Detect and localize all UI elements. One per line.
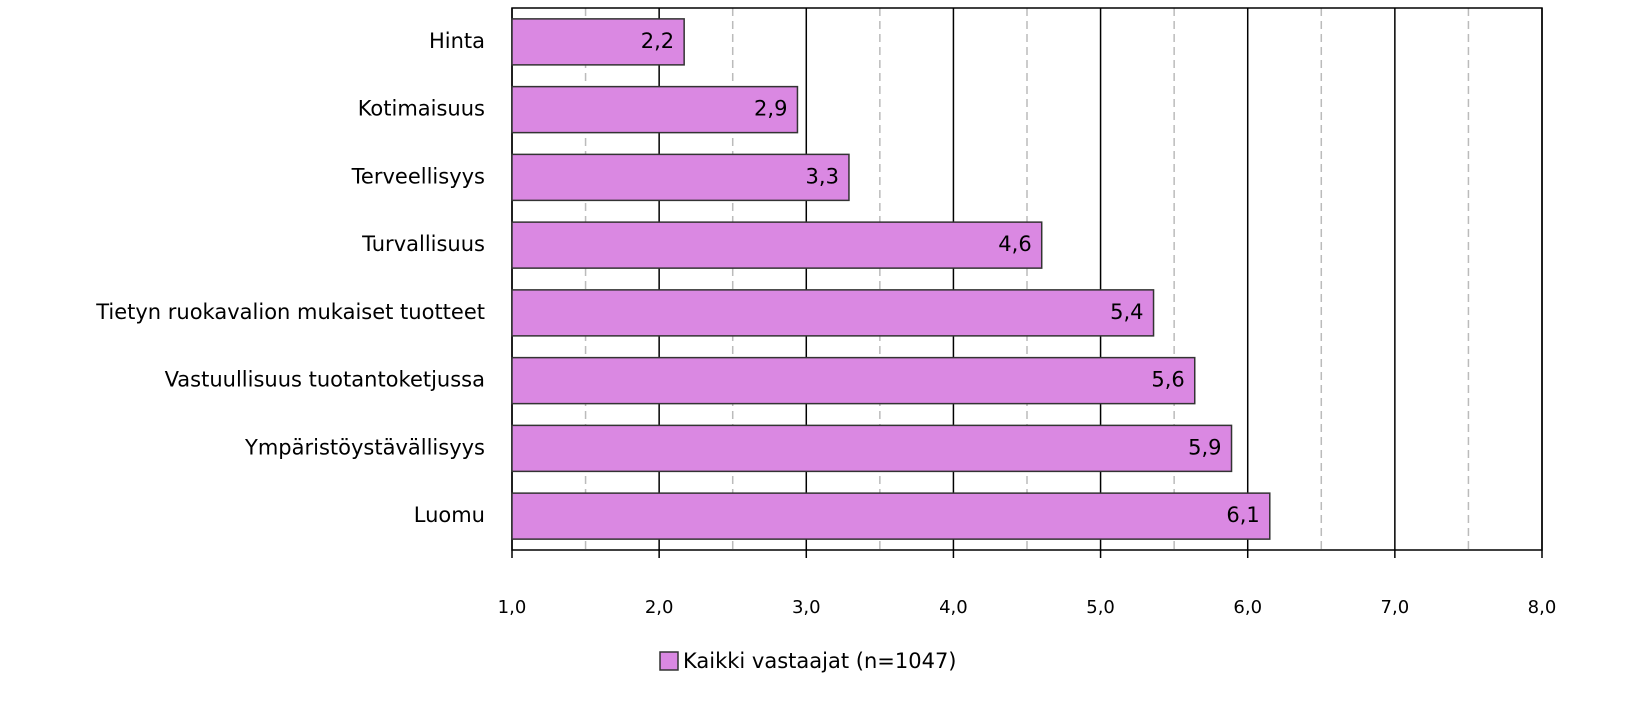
bar: [511, 85, 799, 134]
legend-label: Kaikki vastaajat (n=1047): [683, 649, 957, 673]
value-label: 2,9: [754, 97, 787, 121]
value-label: 5,6: [1151, 368, 1184, 392]
y-tick-label: Ympäristöystävällisyys: [244, 435, 485, 459]
x-tick-label: 6,0: [1233, 597, 1262, 618]
bar: [511, 424, 1233, 473]
x-tick-label: 7,0: [1381, 597, 1410, 618]
y-tick-label: Luomu: [414, 503, 485, 527]
y-tick-label: Kotimaisuus: [358, 97, 485, 121]
y-tick-label: Tietyn ruokavalion mukaiset tuotteet: [95, 300, 485, 324]
x-tick-label: 5,0: [1086, 597, 1115, 618]
x-tick-label: 8,0: [1528, 597, 1557, 618]
x-tick-label: 2,0: [645, 597, 674, 618]
value-label: 2,2: [641, 29, 674, 53]
y-tick-label: Vastuullisuus tuotantoketjussa: [165, 368, 485, 392]
bar: [511, 289, 1155, 337]
value-label: 5,4: [1110, 300, 1143, 324]
value-label: 4,6: [998, 232, 1031, 256]
bar: [511, 492, 1271, 540]
legend-swatch: [659, 651, 679, 671]
value-label: 5,9: [1188, 435, 1221, 459]
x-tick-label: 3,0: [792, 597, 821, 618]
y-tick-label: Hinta: [429, 29, 485, 53]
bar: [511, 221, 1043, 269]
plot-frame: [511, 7, 1543, 551]
x-tick-label: 4,0: [939, 597, 968, 618]
y-tick-label: Turvallisuus: [361, 232, 485, 256]
bar: [511, 356, 1196, 405]
x-tick-label: 1,0: [498, 597, 527, 618]
bar: [511, 153, 850, 202]
y-tick-label: Terveellisyys: [351, 164, 485, 188]
value-label: 3,3: [806, 164, 839, 188]
value-label: 6,1: [1226, 503, 1259, 527]
bar: [511, 18, 685, 66]
